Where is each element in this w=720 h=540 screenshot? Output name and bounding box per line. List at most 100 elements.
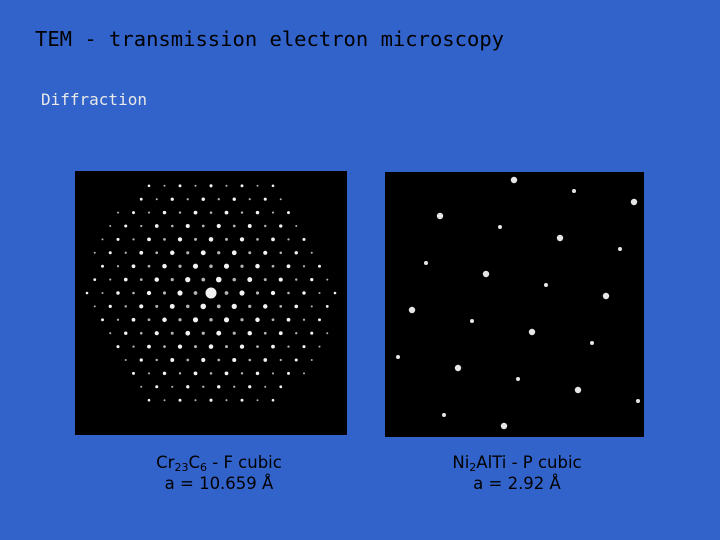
spot bbox=[147, 264, 151, 268]
spot bbox=[279, 198, 282, 201]
spot bbox=[318, 291, 321, 295]
spot bbox=[231, 250, 237, 256]
slide-subtitle: Diffraction bbox=[41, 90, 147, 109]
spot bbox=[278, 331, 283, 336]
spot bbox=[225, 184, 228, 187]
spot bbox=[186, 251, 190, 255]
spot bbox=[263, 331, 267, 335]
spot bbox=[303, 372, 305, 375]
spot bbox=[239, 237, 245, 242]
spot bbox=[574, 386, 582, 394]
spot bbox=[295, 278, 298, 281]
spot bbox=[264, 224, 267, 228]
spot bbox=[185, 330, 191, 336]
spot bbox=[310, 251, 313, 254]
spot bbox=[240, 211, 244, 214]
subscript: 6 bbox=[200, 461, 207, 474]
spot bbox=[436, 212, 444, 220]
spot bbox=[124, 358, 127, 362]
spot bbox=[139, 304, 144, 309]
spot bbox=[247, 224, 252, 228]
spot bbox=[93, 305, 96, 308]
spot bbox=[185, 304, 190, 309]
spot bbox=[194, 237, 197, 241]
spot bbox=[124, 331, 128, 335]
spot bbox=[223, 263, 230, 269]
spot bbox=[454, 364, 462, 372]
spot bbox=[209, 318, 213, 322]
spot bbox=[255, 317, 260, 323]
spot bbox=[169, 303, 175, 309]
spot bbox=[618, 247, 622, 251]
spot bbox=[170, 250, 175, 256]
spot bbox=[101, 291, 104, 295]
spot bbox=[192, 317, 199, 323]
spot bbox=[163, 238, 166, 241]
spot bbox=[528, 328, 536, 336]
spot bbox=[93, 278, 97, 282]
spot bbox=[132, 291, 135, 295]
spot bbox=[162, 210, 167, 215]
spot bbox=[223, 317, 230, 323]
caption-formula: Cr23C6 - F cubic bbox=[89, 452, 349, 473]
spot bbox=[117, 211, 119, 214]
spot bbox=[139, 358, 143, 362]
spot bbox=[216, 223, 221, 229]
caption-text: - F cubic bbox=[207, 453, 282, 472]
spot bbox=[200, 250, 206, 256]
spot bbox=[326, 278, 329, 281]
spot bbox=[270, 290, 276, 296]
spot bbox=[264, 385, 267, 388]
spot bbox=[217, 198, 220, 201]
spot bbox=[155, 304, 159, 308]
spot bbox=[116, 237, 120, 241]
spot bbox=[217, 358, 221, 362]
caption-formula: Ni2AlTi - P cubic bbox=[387, 452, 647, 473]
spot bbox=[287, 211, 290, 215]
caption-text: Ni bbox=[452, 453, 470, 472]
spot bbox=[146, 290, 152, 296]
spot bbox=[271, 344, 275, 349]
spot bbox=[279, 224, 283, 228]
spot bbox=[287, 291, 290, 295]
spot bbox=[139, 197, 143, 201]
spot bbox=[279, 305, 283, 308]
spot bbox=[123, 277, 128, 282]
caption-text: AlTi - P cubic bbox=[476, 453, 582, 472]
spot bbox=[271, 318, 275, 322]
spot bbox=[232, 331, 236, 335]
spot bbox=[209, 264, 213, 268]
spot bbox=[124, 224, 128, 228]
spot bbox=[208, 237, 214, 242]
caption-text: Cr bbox=[156, 453, 175, 472]
spot bbox=[171, 385, 174, 388]
spot bbox=[263, 278, 267, 282]
spot bbox=[278, 277, 283, 282]
spot bbox=[201, 277, 206, 282]
spot bbox=[192, 263, 199, 269]
spot bbox=[177, 237, 183, 242]
spot bbox=[194, 184, 197, 187]
spot bbox=[248, 385, 252, 389]
spot bbox=[170, 224, 174, 228]
spot bbox=[147, 344, 151, 349]
spot bbox=[193, 210, 198, 215]
spot bbox=[630, 198, 638, 206]
spot bbox=[132, 211, 135, 215]
spot bbox=[240, 184, 244, 188]
spot bbox=[178, 372, 182, 375]
spot bbox=[116, 345, 120, 349]
spot bbox=[162, 317, 167, 323]
spot bbox=[556, 234, 564, 242]
spot bbox=[271, 184, 275, 188]
spot bbox=[170, 358, 175, 362]
spot bbox=[310, 305, 313, 308]
spot bbox=[287, 345, 290, 348]
spot bbox=[178, 318, 182, 322]
spot bbox=[255, 291, 260, 295]
spot bbox=[500, 422, 508, 430]
spot bbox=[287, 238, 290, 241]
spot bbox=[85, 291, 89, 295]
spot bbox=[170, 277, 174, 282]
spot bbox=[302, 265, 306, 268]
